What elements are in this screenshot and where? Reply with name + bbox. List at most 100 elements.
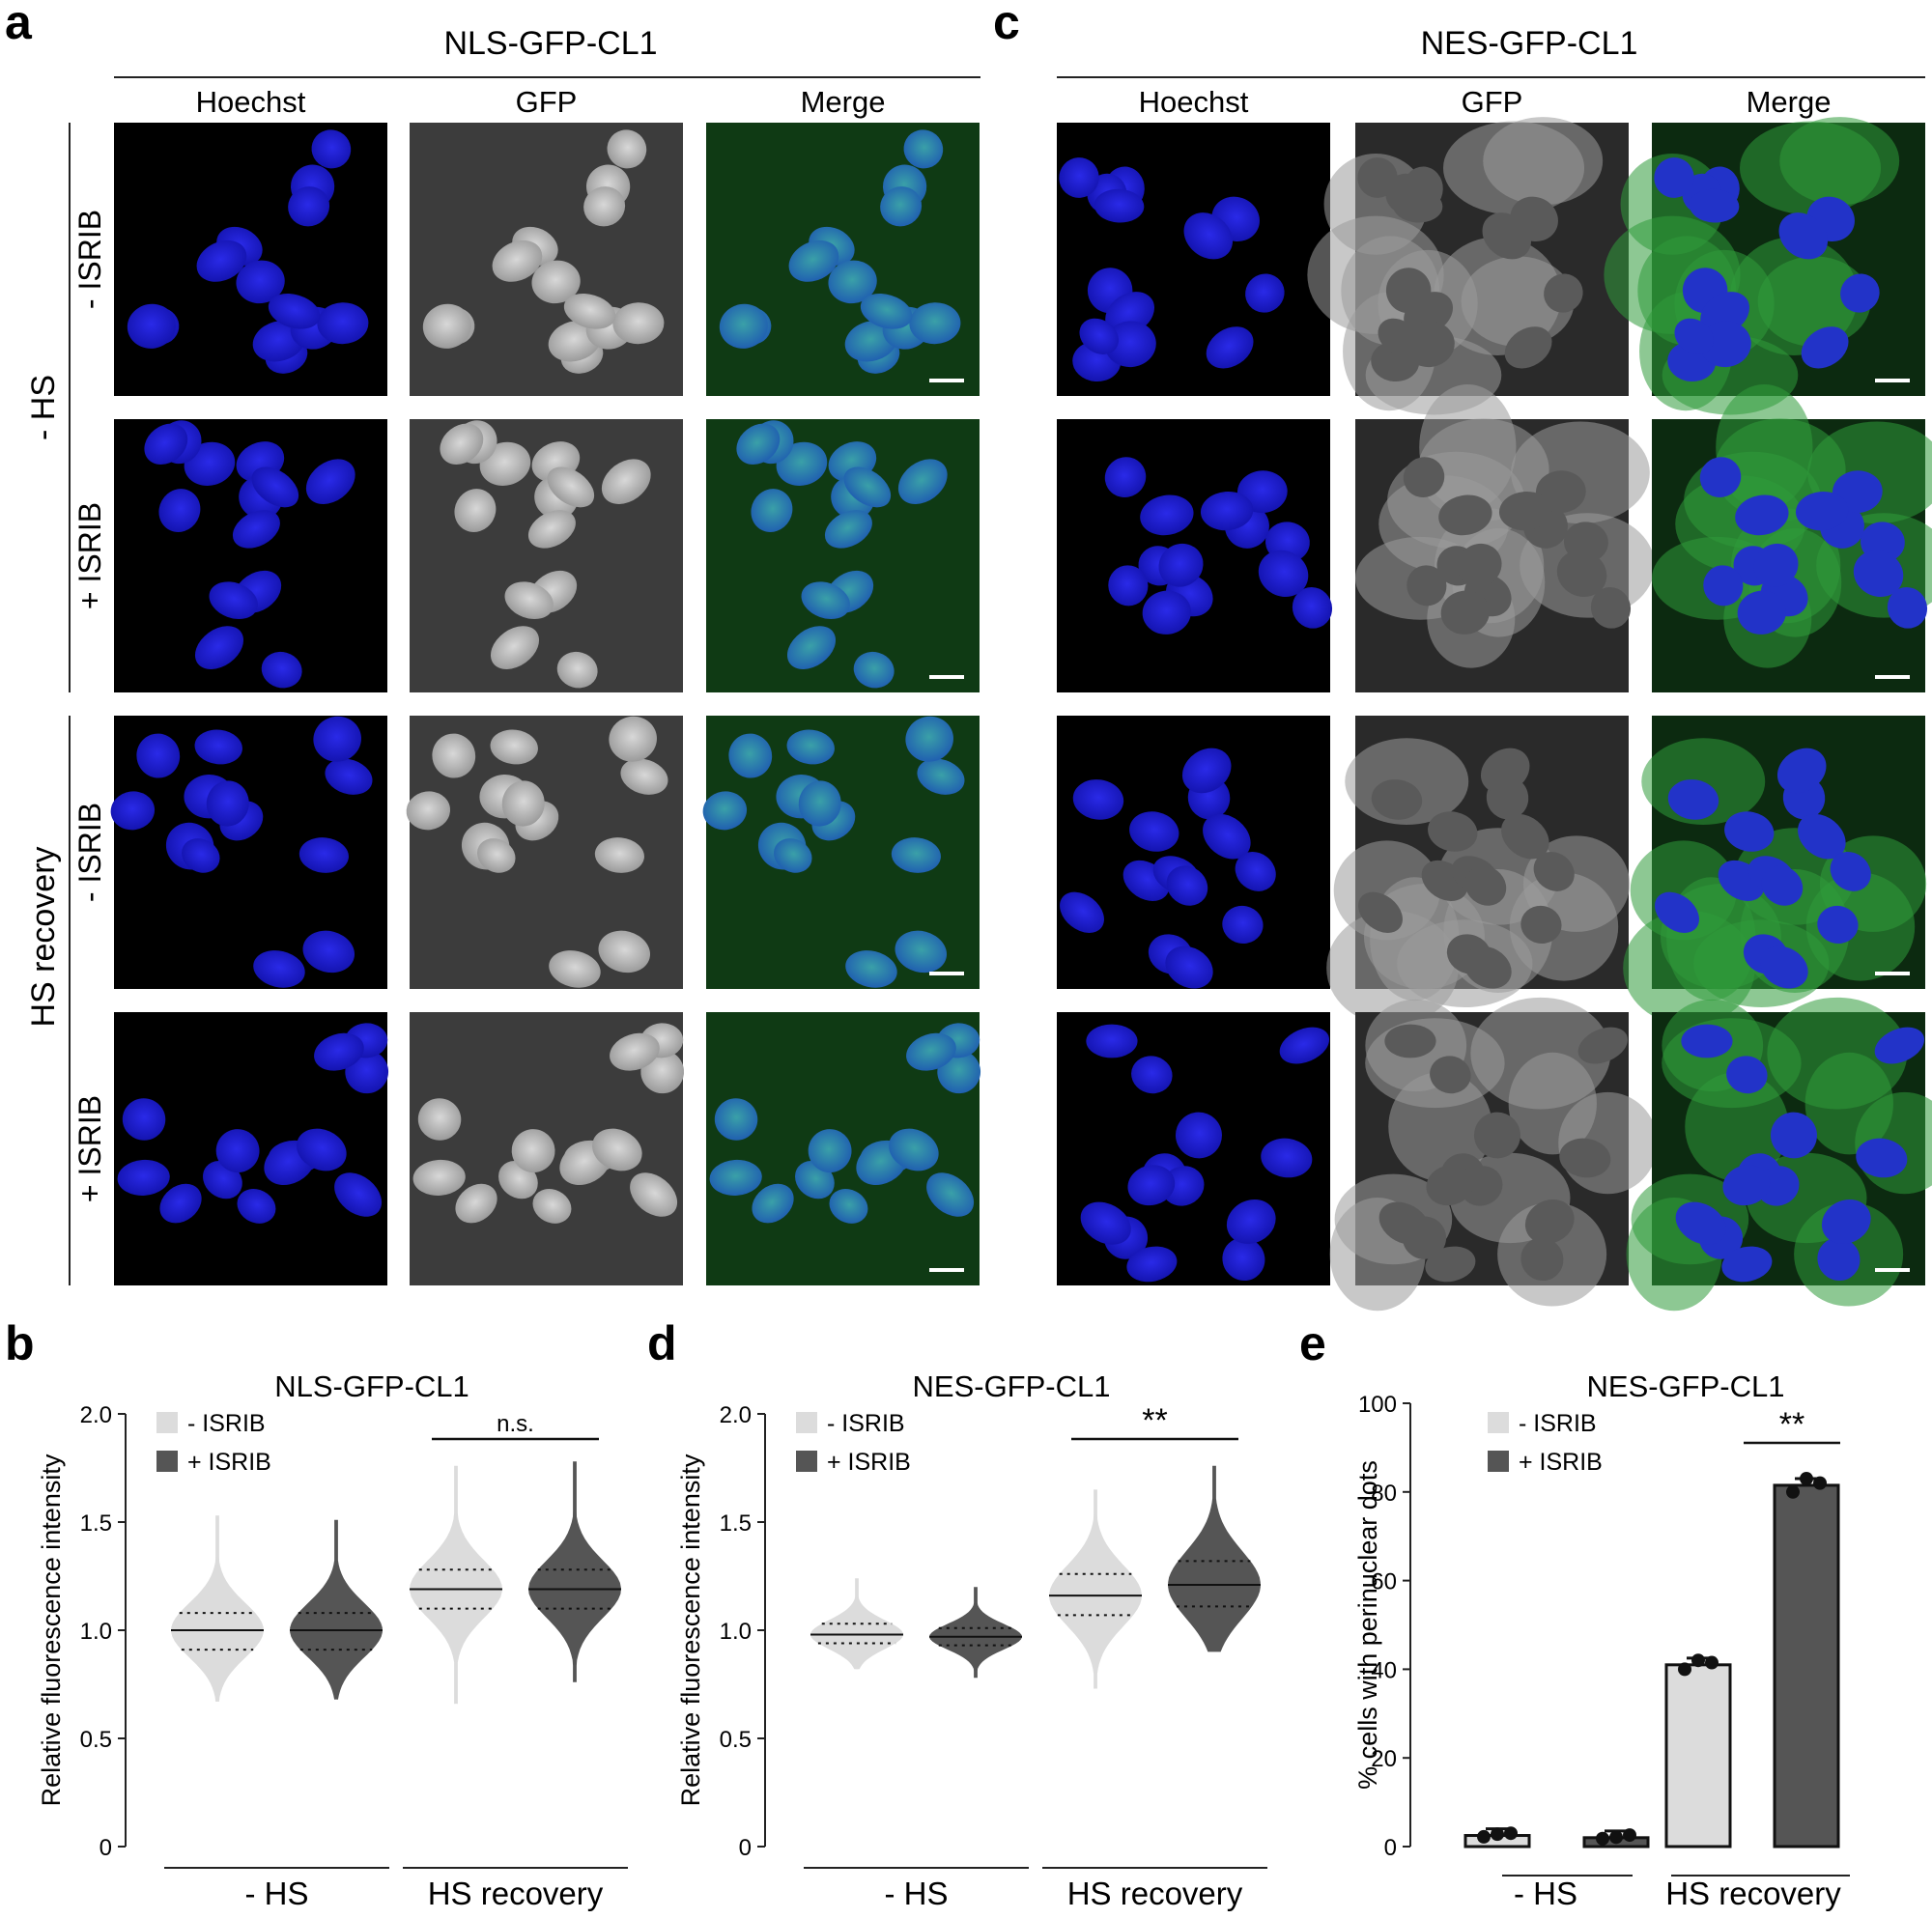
nucleus xyxy=(1464,865,1507,906)
significance-label: n.s. xyxy=(497,1411,534,1437)
nucleus xyxy=(206,780,249,827)
nucleus xyxy=(889,1128,939,1171)
panel-c-title: NES-GFP-CL1 xyxy=(1421,25,1638,62)
nucleus xyxy=(268,293,321,329)
nucleus xyxy=(1533,851,1575,891)
nucleus xyxy=(1654,157,1694,198)
micrograph-a-r3-merge xyxy=(702,716,980,989)
scale-bar xyxy=(1875,972,1910,975)
nucleus xyxy=(1235,851,1276,891)
nucleus xyxy=(1887,586,1928,629)
group-label-1: HS recovery xyxy=(1665,1876,1841,1911)
legend-swatch-0 xyxy=(156,1412,178,1433)
nucleus xyxy=(1080,1201,1131,1245)
nucleus xyxy=(1821,1199,1871,1244)
column-header-a-0: Hoechst xyxy=(196,85,306,119)
legend-label-0: - ISRIB xyxy=(1519,1410,1597,1437)
nucleus xyxy=(719,303,768,349)
nucleus xyxy=(1127,1165,1176,1206)
nucleus xyxy=(909,302,961,345)
nucleus xyxy=(1801,326,1849,369)
nucleus xyxy=(314,1032,364,1071)
nucleus xyxy=(490,729,538,765)
nucleus xyxy=(1292,586,1333,629)
nucleus xyxy=(454,489,497,532)
micrograph-c-r3-gfp xyxy=(1326,716,1631,1026)
nucleus xyxy=(1480,748,1530,794)
column-header-c-1: GFP xyxy=(1462,85,1523,119)
y-axis-label: % cells with perinuclear dots xyxy=(1353,1460,1382,1790)
violin-HS-recovery-2 xyxy=(1049,1489,1142,1689)
nucleus xyxy=(501,780,545,827)
nucleus xyxy=(236,260,285,304)
y-tick-label: 40 xyxy=(1371,1657,1397,1683)
row-label-3: + ISRIB xyxy=(72,1095,107,1202)
nucleus xyxy=(853,651,895,689)
panel-letter-e: e xyxy=(1299,1316,1326,1370)
micrograph-a-r4-merge xyxy=(706,1012,981,1285)
nucleus xyxy=(774,838,812,873)
nucleus xyxy=(1158,543,1204,587)
legend-swatch-0 xyxy=(1488,1412,1509,1433)
nucleus xyxy=(1426,1165,1474,1206)
nucleus xyxy=(492,240,543,282)
nucleus xyxy=(196,240,247,282)
nucleus xyxy=(406,791,451,831)
nucleus xyxy=(1761,865,1804,906)
nucleus xyxy=(880,186,923,227)
violin---HS-0 xyxy=(171,1515,264,1702)
micrograph-layer xyxy=(110,117,1932,1312)
nucleus xyxy=(1721,1246,1773,1283)
nucleus xyxy=(1473,1112,1520,1159)
nucleus xyxy=(1131,1056,1173,1094)
legend-label-1: + ISRIB xyxy=(827,1449,911,1476)
nucleus xyxy=(906,1032,956,1071)
micrograph-c-r3-hoechst xyxy=(1057,716,1330,989)
nucleus xyxy=(1590,586,1632,629)
nucleus xyxy=(1183,212,1234,260)
nucleus xyxy=(592,1128,642,1171)
y-tick-label: 60 xyxy=(1371,1569,1397,1595)
nucleus xyxy=(251,466,299,508)
nucleus xyxy=(1524,1199,1575,1244)
nucleus xyxy=(302,930,355,974)
micrograph-a-r3-hoechst xyxy=(110,716,387,989)
nucleus xyxy=(1498,491,1552,531)
nucleus xyxy=(1667,779,1719,820)
nucleus xyxy=(1482,212,1532,260)
data-point xyxy=(1786,1484,1800,1499)
nucleus xyxy=(117,1159,170,1196)
nucleus xyxy=(504,581,554,619)
nucleus xyxy=(1060,891,1104,933)
chart-title: NLS-GFP-CL1 xyxy=(274,1369,469,1403)
data-point xyxy=(1705,1655,1719,1670)
nucleus xyxy=(1681,1024,1733,1058)
nucleus xyxy=(752,1183,794,1224)
legend-label-0: - ISRIB xyxy=(827,1410,905,1437)
legend-swatch-1 xyxy=(156,1451,178,1472)
nucleus xyxy=(440,423,484,465)
nucleus xyxy=(490,626,540,669)
data-point xyxy=(1504,1826,1518,1841)
nucleus xyxy=(1357,157,1398,198)
nucleus xyxy=(527,510,576,549)
y-tick-label: 0 xyxy=(1384,1835,1397,1861)
nucleus xyxy=(1655,891,1699,933)
row-label-1: + ISRIB xyxy=(72,502,107,609)
nucleus xyxy=(1726,1056,1768,1094)
nucleus xyxy=(1166,865,1208,906)
nucleus xyxy=(136,733,181,778)
nucleus xyxy=(620,758,668,795)
micrograph-c-r4-gfp xyxy=(1329,997,1658,1312)
y-tick-label: 2.0 xyxy=(720,1402,752,1428)
nucleus xyxy=(1735,494,1789,536)
scale-bar xyxy=(929,972,964,975)
nucleus xyxy=(1798,813,1846,860)
nucleus xyxy=(1501,813,1549,860)
y-tick-label: 0 xyxy=(99,1835,112,1861)
nucleus xyxy=(860,293,913,329)
panel-letter-d: d xyxy=(647,1316,677,1370)
charts-layer: NLS-GFP-CL1 Relative fluorescence intensi… xyxy=(37,1369,1850,1911)
nucleus xyxy=(903,129,944,169)
